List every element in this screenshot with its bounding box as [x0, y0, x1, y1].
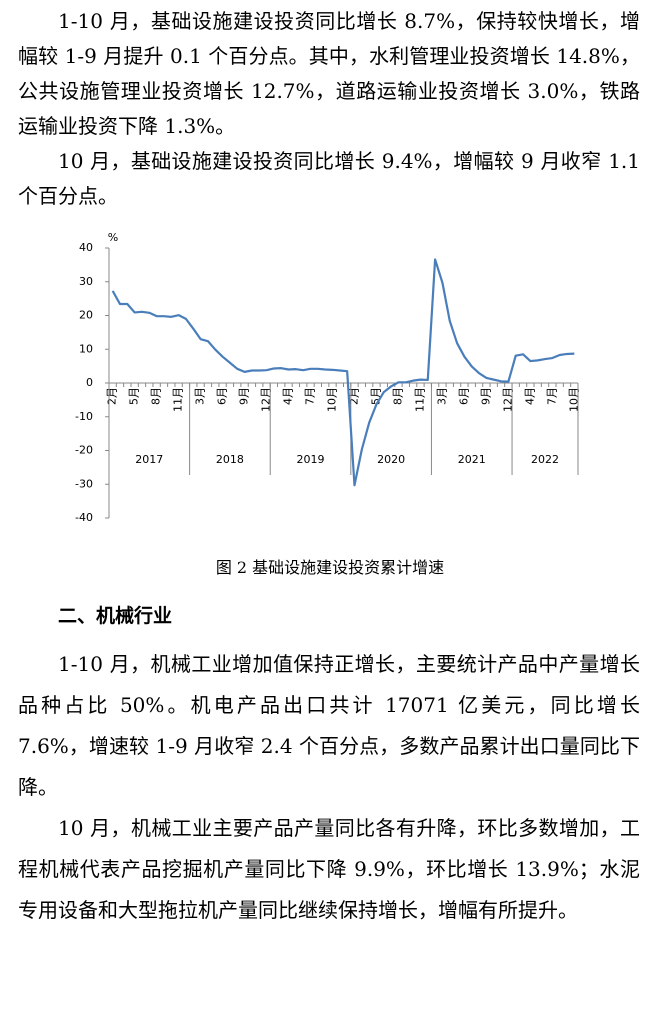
- x-tick-label: 4月: [282, 387, 295, 405]
- year-label: 2021: [458, 453, 486, 466]
- caption: 图 2 基础设施建设投资累计增速: [215, 558, 445, 577]
- year-label: 2019: [297, 453, 325, 466]
- line-series: [111, 258, 575, 487]
- x-tick-label: 10月: [567, 387, 580, 412]
- year-label: 2018: [216, 453, 244, 466]
- x-tick-label: 12月: [260, 387, 273, 412]
- year-label: 2020: [377, 453, 405, 466]
- x-tick-label: 3月: [435, 387, 448, 405]
- body: 1-10 月，机械工业增加值保持正增长，主要统计产品中产量增长品种占比 50%。…: [0, 644, 660, 931]
- paragraph: 10 月，机械工业主要产品产量同比各有升降，环比多数增加，工程机械代表产品挖掘机…: [18, 816, 640, 922]
- y-tick-label: 30: [79, 275, 93, 288]
- y-tick-label: -40: [75, 511, 93, 524]
- y-unit: %: [108, 231, 118, 244]
- x-tick-label: 3月: [194, 387, 207, 405]
- y-tick-label: -30: [75, 477, 93, 490]
- x-tick-label: 4月: [523, 387, 536, 405]
- paragraph: 10 月，基础设施建设投资同比增长 9.4%，增幅较 9 月收窄 1.1 个百分…: [18, 149, 640, 208]
- year-label: 2017: [135, 453, 163, 466]
- intro: 1-10 月，基础设施建设投资同比增长 8.7%，保持较快增长，增幅较 1-9 …: [0, 0, 660, 214]
- chart: % -40 -30 -20 -10 0 10 20 30 40 2月 5月 8月 11月 3月 6月 9月 12…: [75, 231, 580, 524]
- y-tick-label: 20: [79, 309, 93, 322]
- x-tick-label: 12月: [501, 387, 514, 412]
- x-tick-label: 6月: [457, 387, 470, 405]
- y-tick-label: 40: [79, 241, 93, 254]
- y-tick-label: 0: [86, 376, 93, 389]
- x-tick-label: 9月: [238, 387, 251, 405]
- x-tick-label: 11月: [172, 387, 185, 412]
- section-heading: 二、机械行业: [58, 605, 173, 627]
- x-tick-label: 7月: [545, 387, 558, 405]
- x-tick-label: 10月: [326, 387, 339, 412]
- x-tick-label: 9月: [479, 387, 492, 405]
- paragraph: 1-10 月，基础设施建设投资同比增长 8.7%，保持较快增长，增幅较 1-9 …: [18, 9, 640, 138]
- x-tick-label: 5月: [128, 387, 141, 405]
- x-tick-label: 2月: [106, 387, 119, 405]
- y-tick-label: -10: [75, 410, 93, 423]
- paragraph: 1-10 月，机械工业增加值保持正增长，主要统计产品中产量增长品种占比 50%。…: [18, 652, 640, 799]
- x-tick-label: 8月: [150, 387, 163, 405]
- y-tick-label: 10: [79, 342, 93, 355]
- x-tick-label: 6月: [216, 387, 229, 405]
- y-tick-label: -20: [75, 444, 93, 457]
- x-tick-label: 11月: [413, 387, 426, 412]
- year-label: 2022: [531, 453, 559, 466]
- x-tick-label: 8月: [391, 387, 404, 405]
- x-tick-label: 7月: [304, 387, 317, 405]
